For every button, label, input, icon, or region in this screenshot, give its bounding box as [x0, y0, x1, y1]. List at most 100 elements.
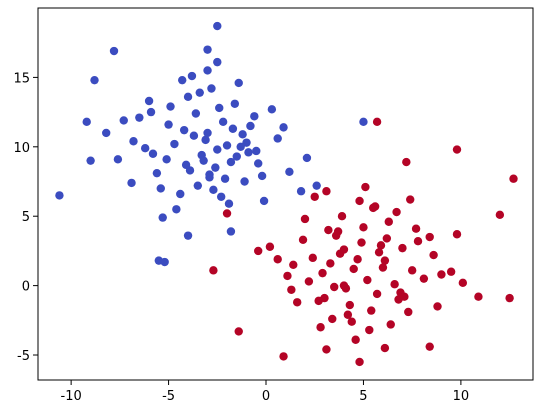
- point: [351, 335, 360, 344]
- point: [446, 267, 456, 276]
- x-tick-label: -5: [162, 389, 175, 404]
- point: [166, 102, 175, 111]
- point: [164, 120, 173, 129]
- point: [195, 88, 204, 97]
- point: [86, 156, 95, 165]
- point: [90, 75, 99, 85]
- point: [267, 105, 277, 114]
- point: [265, 242, 275, 251]
- point: [203, 45, 212, 54]
- point: [82, 117, 91, 127]
- point: [384, 217, 393, 226]
- point: [433, 302, 442, 311]
- point: [495, 210, 505, 220]
- point: [310, 192, 319, 201]
- point: [355, 357, 364, 367]
- point: [213, 145, 222, 154]
- point: [363, 275, 372, 285]
- point: [413, 236, 423, 246]
- point: [135, 113, 144, 122]
- point: [129, 137, 138, 146]
- point: [285, 167, 294, 176]
- point: [213, 21, 222, 31]
- point: [322, 345, 331, 354]
- point: [359, 117, 368, 127]
- point: [339, 245, 349, 254]
- point: [232, 152, 241, 161]
- point: [390, 280, 399, 289]
- point: [199, 156, 208, 165]
- point: [193, 181, 203, 190]
- point: [452, 230, 462, 239]
- point: [429, 250, 438, 260]
- point: [230, 99, 240, 108]
- point: [215, 103, 224, 113]
- point: [345, 300, 355, 310]
- point: [146, 107, 156, 117]
- point: [226, 227, 236, 236]
- point: [404, 307, 413, 317]
- point: [509, 174, 518, 183]
- point: [252, 146, 261, 156]
- point: [312, 181, 321, 190]
- point: [222, 141, 232, 150]
- point: [308, 253, 317, 263]
- point: [368, 203, 378, 213]
- point: [257, 171, 267, 181]
- point: [292, 298, 302, 307]
- point: [244, 148, 253, 157]
- point: [228, 124, 238, 133]
- point: [102, 128, 111, 138]
- point: [170, 139, 179, 149]
- point: [211, 163, 220, 172]
- point: [179, 125, 189, 135]
- point: [205, 170, 214, 179]
- point: [302, 153, 312, 163]
- y-tick-label: 5: [22, 210, 30, 225]
- point: [296, 187, 306, 196]
- point: [372, 289, 382, 299]
- point: [283, 271, 292, 281]
- point: [259, 196, 269, 206]
- point: [419, 274, 429, 283]
- point: [109, 46, 119, 56]
- point: [474, 292, 483, 301]
- point: [160, 257, 169, 267]
- point: [220, 174, 230, 183]
- point: [349, 264, 358, 274]
- point: [392, 207, 401, 217]
- point: [347, 317, 356, 326]
- x-tick-label: 10: [453, 389, 470, 404]
- point: [458, 278, 468, 288]
- point: [318, 268, 327, 278]
- point: [437, 270, 446, 279]
- point: [238, 130, 247, 139]
- point: [172, 205, 181, 214]
- point: [380, 343, 390, 353]
- point: [372, 117, 382, 127]
- y-tick-label: 15: [13, 71, 30, 86]
- point: [234, 78, 243, 88]
- point: [203, 66, 212, 75]
- axes-frame: [37, 7, 534, 381]
- point: [207, 84, 216, 93]
- point: [127, 178, 136, 188]
- point: [250, 112, 259, 121]
- point: [343, 310, 353, 319]
- point: [279, 352, 288, 361]
- point: [156, 184, 165, 193]
- point: [203, 128, 212, 138]
- point: [178, 75, 187, 85]
- point: [505, 293, 514, 303]
- point: [411, 224, 421, 233]
- point: [382, 234, 392, 243]
- point: [357, 238, 366, 247]
- point: [218, 117, 228, 127]
- point: [181, 160, 191, 170]
- y-tick-label: -5: [17, 349, 30, 364]
- point: [355, 196, 364, 206]
- point: [222, 209, 232, 218]
- point: [330, 282, 339, 292]
- point: [183, 231, 193, 240]
